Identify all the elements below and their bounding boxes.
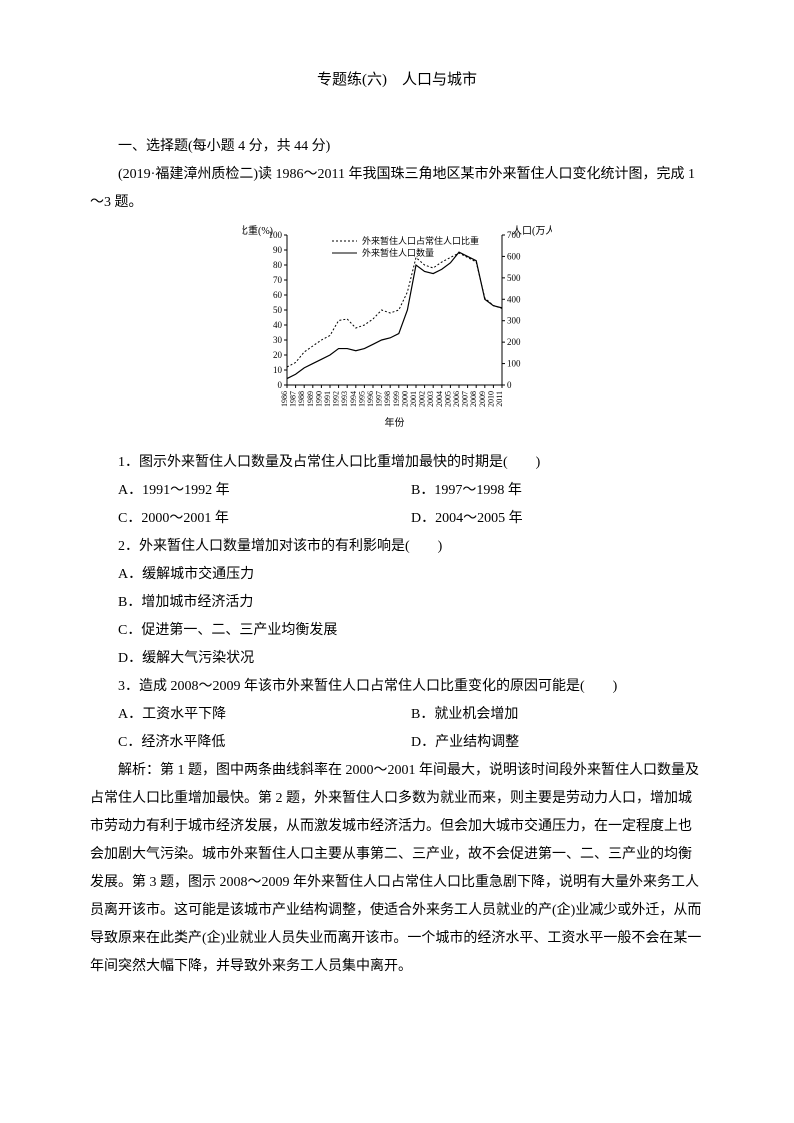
q3-option-d: D．产业结构调整 [411,729,704,757]
svg-text:300: 300 [507,316,521,326]
svg-text:500: 500 [507,273,521,283]
svg-text:20: 20 [273,350,283,360]
svg-text:30: 30 [273,335,283,345]
svg-text:600: 600 [507,251,521,261]
population-chart: 比重(%)人口(万人)外来暂住人口占常住人口比重外来暂住人口数量01020304… [242,225,552,430]
q3-option-b: B．就业机会增加 [411,701,704,729]
q1-option-c: C．2000～2001 年 [118,505,411,533]
q2-option-c: C．促进第一、二、三产业均衡发展 [90,617,704,645]
svg-text:年份: 年份 [385,416,405,429]
chart-container: 比重(%)人口(万人)外来暂住人口占常住人口比重外来暂住人口数量01020304… [90,225,704,441]
svg-text:40: 40 [273,320,283,330]
svg-text:400: 400 [507,294,521,304]
svg-text:700: 700 [507,230,521,240]
svg-text:50: 50 [273,305,283,315]
q1-option-b: B．1997～1998 年 [411,477,704,505]
svg-text:外来暂住人口数量: 外来暂住人口数量 [362,247,434,258]
svg-text:60: 60 [273,290,283,300]
explanation-text: 解析：第 1 题，图中两条曲线斜率在 2000～2001 年间最大，说明该时间段… [90,757,704,981]
section-heading: 一、选择题(每小题 4 分，共 44 分) [90,133,704,161]
svg-text:10: 10 [273,365,283,375]
question-3-stem: 3．造成 2008～2009 年该市外来暂住人口占常住人口比重变化的原因可能是(… [90,673,704,701]
q2-option-b: B．增加城市经济活力 [90,589,704,617]
q1-option-d: D．2004～2005 年 [411,505,704,533]
page-title: 专题练(六) 人口与城市 [90,65,704,95]
q1-option-a: A．1991～1992 年 [118,477,411,505]
q3-option-a: A．工资水平下降 [118,701,411,729]
svg-text:200: 200 [507,337,521,347]
question-2-stem: 2．外来暂住人口数量增加对该市的有利影响是( ) [90,533,704,561]
question-1-stem: 1．图示外来暂住人口数量及占常住人口比重增加最快的时期是( ) [90,449,704,477]
svg-text:0: 0 [507,380,512,390]
svg-text:0: 0 [278,380,283,390]
question-context: (2019·福建漳州质检二)读 1986～2011 年我国珠三角地区某市外来暂住… [90,161,704,217]
svg-text:100: 100 [269,230,283,240]
svg-text:80: 80 [273,260,283,270]
svg-text:外来暂住人口占常住人口比重: 外来暂住人口占常住人口比重 [362,235,479,246]
svg-text:2011: 2011 [495,391,504,407]
svg-text:90: 90 [273,245,283,255]
q2-option-a: A．缓解城市交通压力 [90,561,704,589]
svg-text:70: 70 [273,275,283,285]
q3-option-c: C．经济水平降低 [118,729,411,757]
svg-text:100: 100 [507,359,521,369]
q2-option-d: D．缓解大气污染状况 [90,645,704,673]
